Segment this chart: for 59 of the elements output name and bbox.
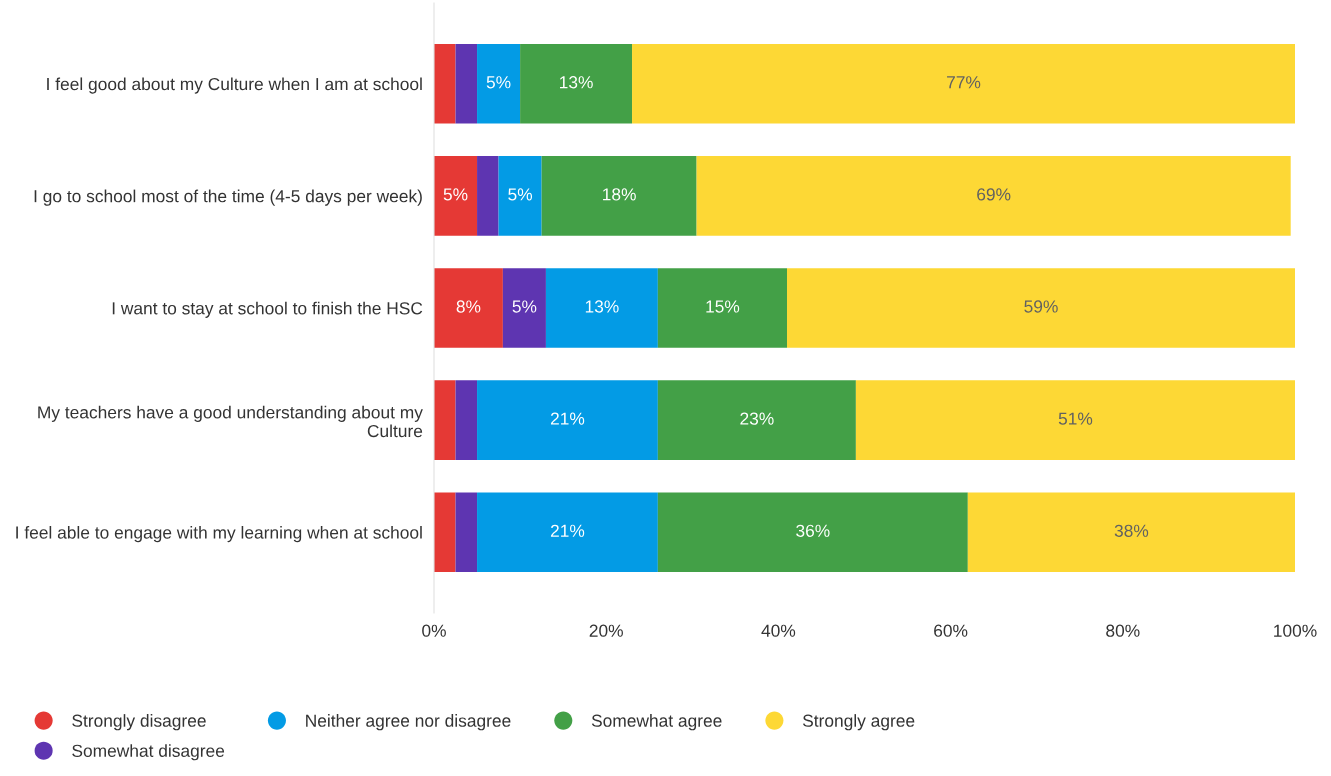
- data-label: 5%: [508, 188, 533, 201]
- y-tick-label: My teachers have a good understanding about my Culture: [38, 405, 423, 438]
- bar: [477, 492, 658, 573]
- data-label: 51%: [1058, 412, 1093, 425]
- bar: [541, 156, 697, 236]
- bar: [477, 380, 658, 460]
- data-label: 13%: [560, 76, 593, 89]
- data-label: 77%: [947, 76, 981, 89]
- bar: [477, 156, 499, 236]
- bar: [657, 268, 788, 348]
- data-label: 69%: [977, 188, 1011, 201]
- data-label: 5%: [486, 76, 511, 89]
- bar: [657, 380, 856, 460]
- bar: [787, 268, 1295, 348]
- data-label: 8%: [456, 300, 481, 313]
- x-tick-label: 0%: [422, 624, 446, 637]
- data-label: 13%: [585, 300, 619, 313]
- bar: [434, 156, 478, 236]
- bar: [434, 268, 503, 348]
- legend-label: Neither agree nor disagree: [306, 714, 511, 731]
- bar: [455, 380, 478, 460]
- bar: [455, 492, 478, 573]
- data-label: 15%: [706, 300, 740, 313]
- bar: [434, 492, 456, 573]
- x-tick-label: 40%: [761, 624, 796, 637]
- data-label: 21%: [550, 412, 585, 425]
- x-tick-label: 60%: [934, 624, 968, 637]
- data-label: 5%: [512, 300, 537, 313]
- data-label: 59%: [1024, 300, 1058, 313]
- legend-label: Strongly disagree: [72, 714, 206, 731]
- data-label: 21%: [550, 524, 585, 537]
- y-tick-label: I want to stay at school to finish the HSC: [112, 301, 423, 318]
- data-label: 5%: [443, 188, 468, 201]
- x-tick-label: 80%: [1106, 624, 1140, 637]
- bar: [477, 43, 521, 124]
- bar: [455, 43, 478, 124]
- bar: [502, 268, 546, 348]
- bar: [855, 380, 1295, 460]
- data-label: 36%: [796, 524, 830, 537]
- y-tick-label: I go to school most of the time (4-5 days per week): [34, 189, 422, 206]
- data-label: 38%: [1114, 524, 1149, 537]
- y-tick-label: I feel able to engage with my learning when at school: [16, 525, 422, 543]
- bar: [632, 43, 1295, 124]
- bar: [434, 380, 456, 460]
- bar: [696, 156, 1291, 236]
- x-tick-label: 20%: [589, 624, 623, 637]
- bar: [498, 156, 542, 236]
- bar: [545, 268, 658, 348]
- legend-label: Somewhat agree: [591, 714, 722, 731]
- legend-label: Strongly agree: [802, 714, 915, 731]
- y-tick-label: I feel good about my Culture when I am at school: [47, 77, 422, 94]
- data-label: 23%: [740, 412, 774, 425]
- x-tick-label: 100%: [1274, 624, 1317, 637]
- bar: [434, 43, 456, 124]
- data-label: 18%: [603, 188, 636, 201]
- legend-label: Somewhat disagree: [72, 744, 225, 761]
- bar: [967, 492, 1295, 573]
- bar: [657, 492, 968, 573]
- bar: [520, 43, 633, 124]
